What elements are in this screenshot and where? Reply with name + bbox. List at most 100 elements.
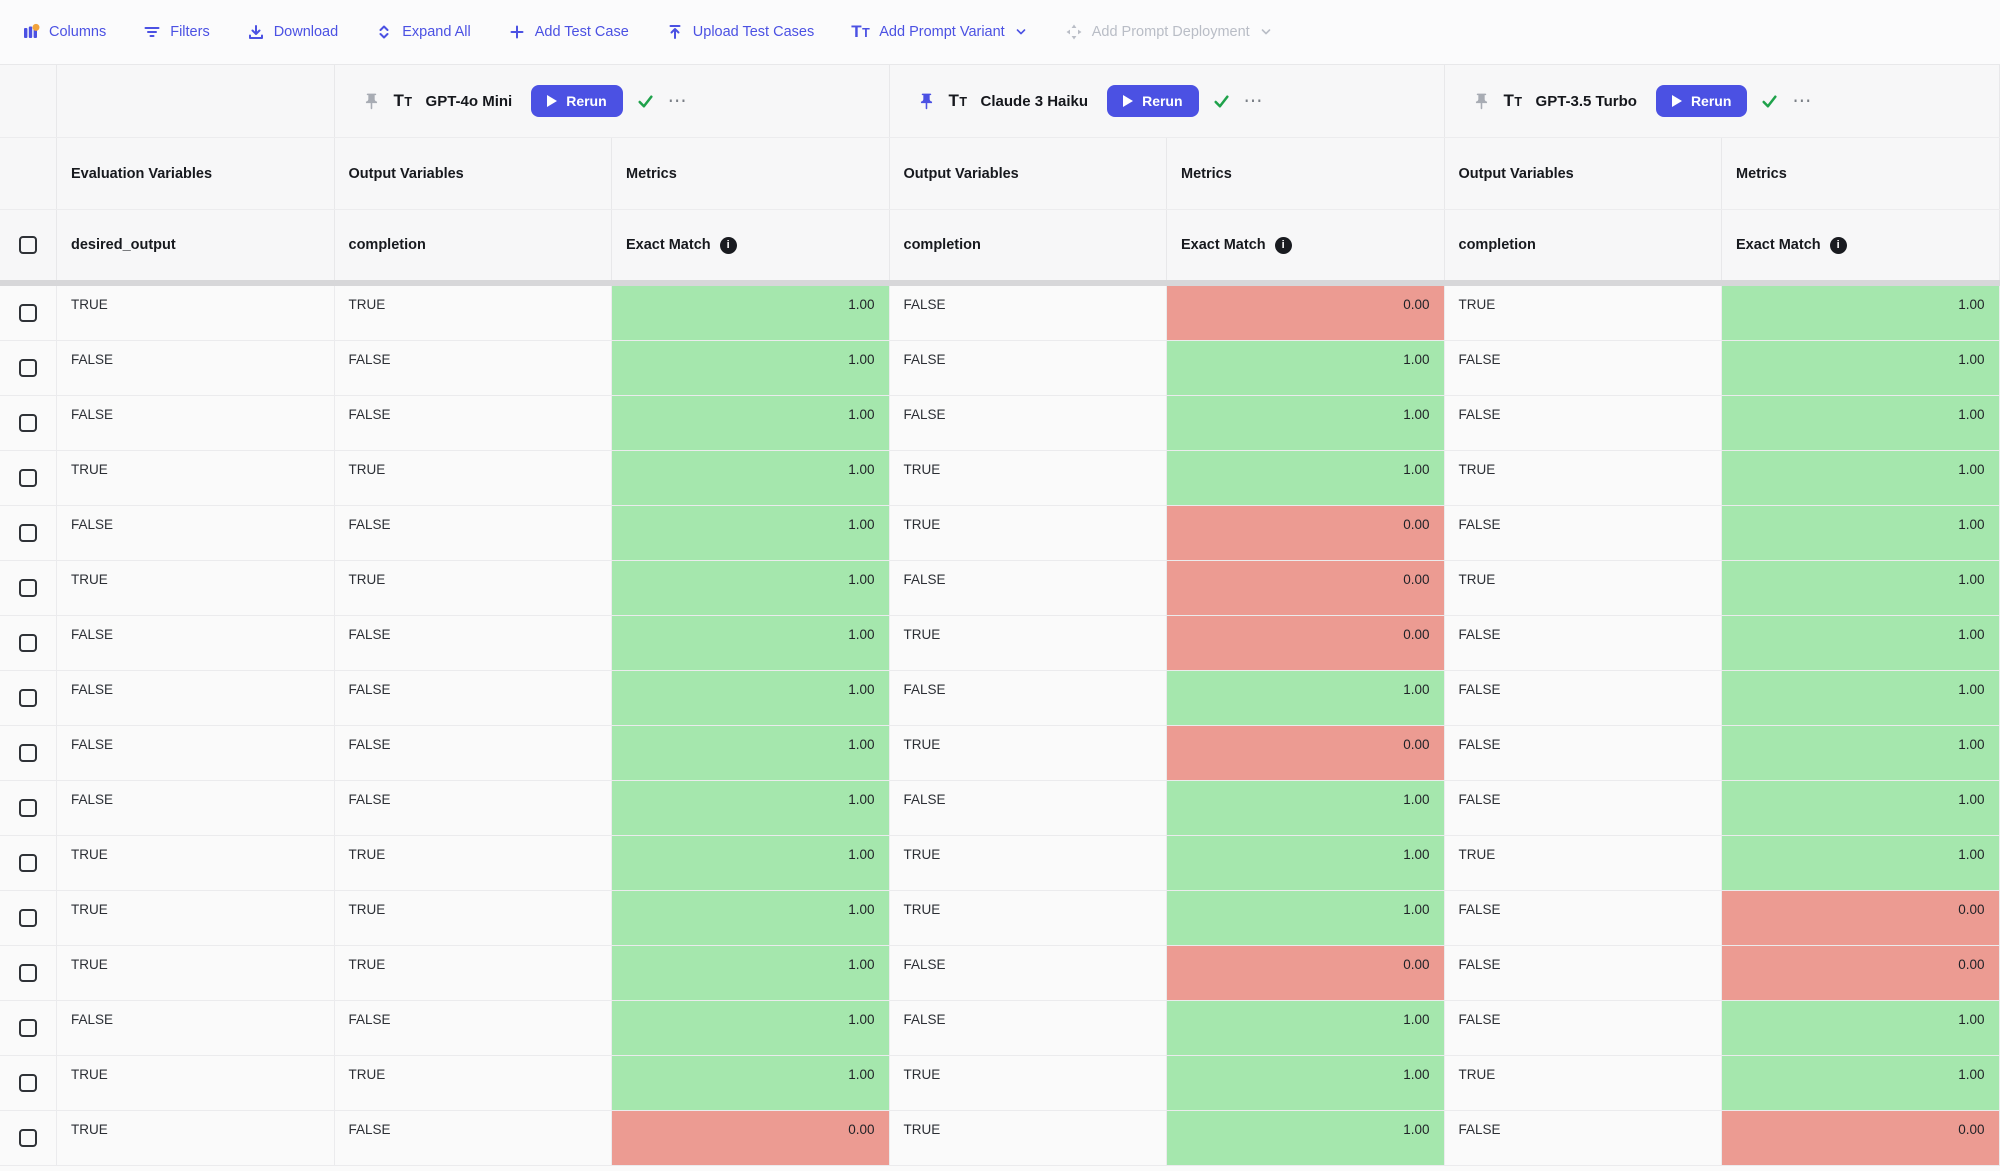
- metric-score-cell: 1.00: [1722, 341, 2000, 395]
- pin-icon[interactable]: [917, 92, 936, 111]
- header-spacer: [0, 138, 57, 209]
- bottom-strip: [0, 1166, 2000, 1171]
- row-checkbox[interactable]: [19, 799, 37, 817]
- completion-cell: FALSE: [890, 671, 1167, 725]
- metric-score-cell: 1.00: [1167, 396, 1445, 450]
- completion-cell: FALSE: [1445, 1111, 1722, 1165]
- upload-test-cases-label: Upload Test Cases: [692, 24, 815, 40]
- model-row-spacer: [57, 65, 335, 137]
- completion-cell: TRUE: [890, 726, 1167, 780]
- rerun-button[interactable]: Rerun: [531, 85, 623, 117]
- row-checkbox[interactable]: [19, 359, 37, 377]
- row-checkbox[interactable]: [19, 1129, 37, 1147]
- row-checkbox[interactable]: [19, 469, 37, 487]
- prompt-deployment-icon: [1066, 24, 1082, 40]
- row-checkbox[interactable]: [19, 304, 37, 322]
- more-options-button[interactable]: ⋯: [1792, 90, 1813, 112]
- completion-cell: FALSE: [1445, 781, 1722, 835]
- download-button[interactable]: Download: [247, 23, 338, 41]
- metric-score-cell: 0.00: [1722, 946, 2000, 1000]
- row-checkbox-cell: [0, 671, 57, 725]
- metric-score-cell: 0.00: [1167, 286, 1445, 340]
- expand-all-label: Expand All: [402, 24, 471, 40]
- model-row-spacer: [0, 65, 57, 137]
- metric-score-cell: 1.00: [1722, 561, 2000, 615]
- table-scroll-divider: [0, 280, 2000, 286]
- completion-cell: FALSE: [1445, 946, 1722, 1000]
- row-checkbox[interactable]: [19, 634, 37, 652]
- filters-button[interactable]: Filters: [143, 23, 210, 41]
- columns-button[interactable]: Columns: [22, 23, 106, 41]
- completion-cell: TRUE: [335, 891, 612, 945]
- row-checkbox[interactable]: [19, 524, 37, 542]
- completion-cell: FALSE: [890, 781, 1167, 835]
- row-checkbox[interactable]: [19, 964, 37, 982]
- completion-cell: TRUE: [890, 1056, 1167, 1110]
- metric-score-cell: 1.00: [612, 561, 890, 615]
- completion-cell: FALSE: [335, 1001, 612, 1055]
- completion-cell: FALSE: [335, 396, 612, 450]
- metric-score-cell: 1.00: [1722, 836, 2000, 890]
- model-name: GPT-4o Mini: [425, 92, 513, 110]
- exact-match-label: Exact Match: [1181, 237, 1266, 253]
- metric-score-cell: 1.00: [612, 946, 890, 1000]
- add-test-case-label: Add Test Case: [534, 24, 629, 40]
- completion-cell: FALSE: [1445, 506, 1722, 560]
- metric-score-cell: 0.00: [1167, 616, 1445, 670]
- rerun-button[interactable]: Rerun: [1655, 85, 1748, 117]
- completion-cell: TRUE: [335, 286, 612, 340]
- metric-score-cell: 1.00: [1167, 1001, 1445, 1055]
- info-icon[interactable]: i: [1829, 236, 1847, 254]
- more-options-button[interactable]: ⋯: [1243, 90, 1265, 112]
- row-checkbox[interactable]: [19, 744, 37, 762]
- play-icon: [1671, 95, 1682, 107]
- select-all-cell: [0, 210, 57, 280]
- completion-cell: FALSE: [1445, 341, 1722, 395]
- pin-icon[interactable]: [362, 92, 381, 111]
- add-test-case-button[interactable]: Add Test Case: [508, 23, 629, 41]
- completion-cell: FALSE: [335, 341, 612, 395]
- row-checkbox-cell: [0, 396, 57, 450]
- completion-cell: FALSE: [890, 341, 1167, 395]
- add-prompt-deployment-label: Add Prompt Deployment: [1091, 24, 1250, 40]
- completion-cell: TRUE: [1445, 1056, 1722, 1110]
- table-row: FALSE FALSE 1.00 FALSE 1.00 FALSE 1.00: [0, 396, 2000, 451]
- desired-output-cell: TRUE: [57, 286, 335, 340]
- row-checkbox[interactable]: [19, 414, 37, 432]
- field-header-row: desired_output completion Exact Match i …: [0, 210, 2000, 280]
- table-row: FALSE FALSE 1.00 TRUE 0.00 FALSE 1.00: [0, 726, 2000, 781]
- select-all-checkbox[interactable]: [19, 236, 37, 254]
- metric-score-cell: 1.00: [1722, 1001, 2000, 1055]
- table-row: TRUE TRUE 1.00 TRUE 1.00 TRUE 1.00: [0, 451, 2000, 506]
- completion-cell: TRUE: [335, 561, 612, 615]
- metric-score-cell: 1.00: [612, 781, 890, 835]
- row-checkbox[interactable]: [19, 909, 37, 927]
- row-checkbox[interactable]: [19, 579, 37, 597]
- info-icon[interactable]: i: [1274, 236, 1292, 254]
- metric-score-cell: 1.00: [612, 286, 890, 340]
- completion-cell: TRUE: [890, 836, 1167, 890]
- expand-all-button[interactable]: Expand All: [375, 23, 471, 41]
- row-checkbox[interactable]: [19, 1074, 37, 1092]
- success-check-icon: [636, 92, 655, 111]
- table-row: TRUE TRUE 1.00 FALSE 0.00 FALSE 0.00: [0, 946, 2000, 1001]
- upload-test-cases-button[interactable]: Upload Test Cases: [666, 23, 814, 41]
- metric-score-cell: 1.00: [612, 726, 890, 780]
- add-prompt-deployment-button[interactable]: Add Prompt Deployment: [1065, 23, 1273, 41]
- metric-score-cell: 1.00: [1722, 726, 2000, 780]
- upload-icon: [669, 25, 681, 39]
- row-checkbox[interactable]: [19, 1019, 37, 1037]
- row-checkbox[interactable]: [19, 689, 37, 707]
- metric-score-cell: 1.00: [612, 1001, 890, 1055]
- row-checkbox[interactable]: [19, 854, 37, 872]
- more-options-button[interactable]: ⋯: [667, 90, 689, 112]
- metric-score-cell: 1.00: [1167, 671, 1445, 725]
- metric-score-cell: 1.00: [612, 616, 890, 670]
- columns-label: Columns: [49, 24, 107, 40]
- desired-output-cell: TRUE: [57, 561, 335, 615]
- rerun-button[interactable]: Rerun: [1107, 85, 1199, 117]
- info-icon[interactable]: i: [719, 236, 737, 254]
- pin-icon[interactable]: [1472, 92, 1491, 111]
